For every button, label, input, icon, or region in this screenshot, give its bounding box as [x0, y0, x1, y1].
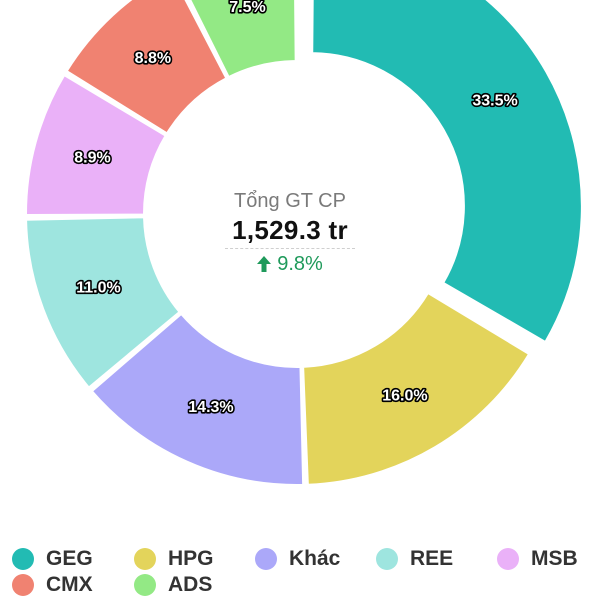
- slice-label-khác: 14.3%: [188, 399, 233, 416]
- legend-label: REE: [410, 547, 454, 570]
- legend-item-msb[interactable]: MSB: [497, 546, 578, 572]
- arrow-up-icon: [257, 256, 272, 272]
- slice-label-cmx: 8.8%: [135, 50, 171, 67]
- slice-label-msb: 8.9%: [74, 149, 110, 166]
- chart-center-summary: Tổng GT CP 1,529.3 tr 9.8%: [190, 188, 390, 277]
- slice-label-ree: 11.0%: [76, 280, 120, 297]
- legend-swatch: [376, 548, 398, 570]
- slice-ree[interactable]: [25, 216, 181, 389]
- slice-label-ads: 7.5%: [229, 0, 265, 16]
- legend-swatch: [134, 574, 156, 596]
- legend-item-cmx[interactable]: CMX: [12, 572, 93, 598]
- legend-label: CMX: [46, 573, 93, 596]
- legend-swatch: [497, 548, 519, 570]
- legend-item-khác[interactable]: Khác: [255, 546, 340, 572]
- chart-legend: GEG HPG Khác REE MSB CMX ADS: [0, 540, 600, 600]
- slice-khác[interactable]: [90, 312, 305, 486]
- legend-label: GEG: [46, 547, 93, 570]
- legend-swatch: [12, 574, 34, 596]
- slice-label-geg: 33.5%: [472, 92, 517, 109]
- slice-label-hpg: 16.0%: [382, 388, 427, 405]
- center-change-value: 9.8%: [277, 253, 323, 275]
- legend-label: MSB: [531, 547, 578, 570]
- legend-swatch: [255, 548, 277, 570]
- center-title: Tổng GT CP: [234, 190, 346, 212]
- legend-item-hpg[interactable]: HPG: [134, 546, 214, 572]
- legend-item-ree[interactable]: REE: [376, 546, 453, 572]
- center-total-value: 1,529.3 tr: [232, 215, 348, 245]
- legend-label: ADS: [168, 573, 213, 596]
- legend-swatch: [134, 548, 156, 570]
- slice-hpg[interactable]: [302, 291, 531, 486]
- legend-item-geg[interactable]: GEG: [12, 546, 93, 572]
- legend-item-ads[interactable]: ADS: [134, 572, 212, 598]
- slice-cmx[interactable]: [65, 0, 228, 135]
- slice-msb[interactable]: [25, 73, 167, 217]
- slice-geg[interactable]: [311, 0, 583, 344]
- legend-label: Khác: [289, 547, 341, 570]
- legend-swatch: [12, 548, 34, 570]
- legend-label: HPG: [168, 547, 214, 570]
- slice-ads[interactable]: [176, 0, 297, 79]
- center-change: 9.8%: [225, 248, 355, 275]
